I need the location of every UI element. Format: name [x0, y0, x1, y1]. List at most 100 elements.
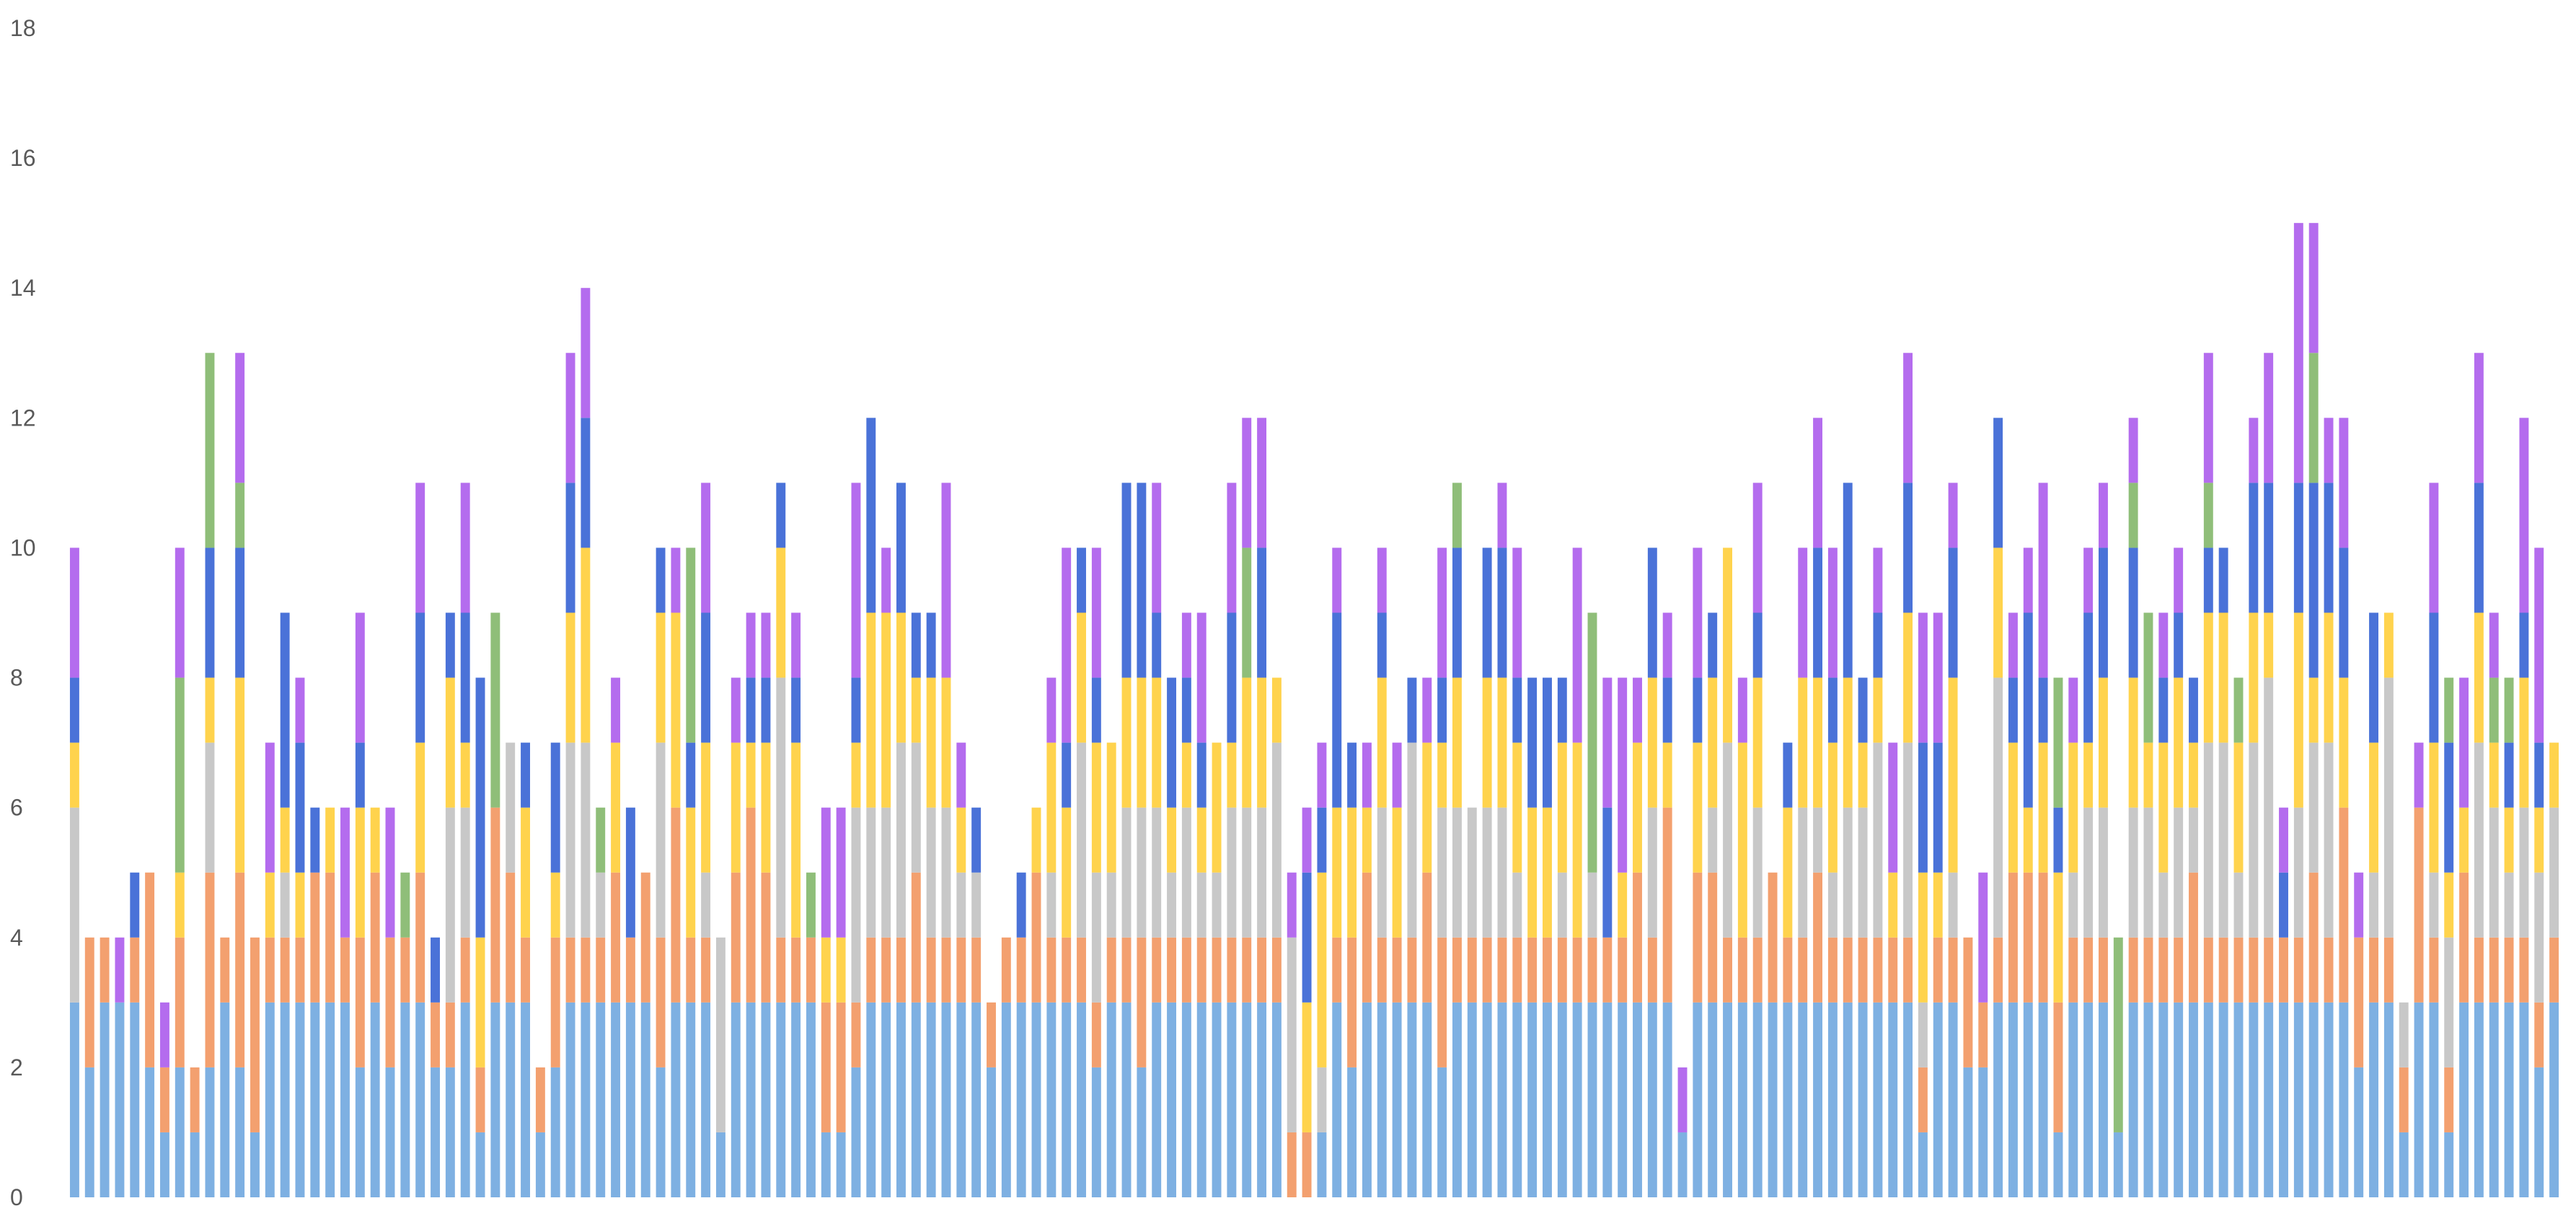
bar-segment — [1497, 937, 1507, 1003]
bar-segment — [971, 1002, 982, 1197]
bar-stack — [1437, 547, 1447, 1197]
bar-segment — [1181, 1002, 1191, 1197]
bar-stack — [881, 547, 891, 1197]
bar-segment — [2128, 483, 2138, 548]
bar-segment — [1843, 677, 1853, 808]
bar-segment — [2038, 1002, 2048, 1197]
bar-segment — [1046, 1002, 1057, 1197]
bar-segment — [370, 807, 380, 873]
bar-segment — [1948, 872, 1958, 938]
bar-segment — [1482, 807, 1492, 938]
bar-segment — [565, 353, 575, 483]
bar-segment — [295, 1002, 305, 1197]
bar-segment — [836, 937, 846, 1003]
bar-segment — [2519, 612, 2529, 678]
bar-stack — [1858, 677, 1868, 1197]
bar-segment — [1933, 872, 1943, 938]
bar-segment — [791, 612, 801, 678]
bar-segment — [1062, 937, 1072, 1003]
bar-segment — [611, 742, 621, 873]
bar-segment — [1737, 1002, 1747, 1197]
bar-stack — [235, 353, 245, 1197]
bar-segment — [2099, 483, 2108, 548]
bar-stack — [340, 807, 350, 1197]
bar-segment — [2158, 872, 2169, 938]
bar-segment — [2174, 612, 2184, 678]
bar-stack — [355, 612, 365, 1197]
bar-segment — [746, 612, 756, 678]
bar-segment — [1181, 612, 1191, 678]
bar-segment — [2174, 807, 2184, 938]
bar-segment — [2354, 1067, 2364, 1197]
bar-segment — [2233, 937, 2244, 1003]
bar-segment — [1347, 937, 1357, 1067]
bar-segment — [911, 612, 921, 678]
bar-segment — [1708, 807, 1718, 873]
bar-segment — [2293, 937, 2303, 1003]
bar-stack — [2444, 677, 2454, 1197]
bar-segment — [2399, 1132, 2409, 1197]
bar-segment — [115, 937, 125, 1003]
bar-segment — [1708, 1002, 1718, 1197]
bar-segment — [2474, 1002, 2484, 1197]
bar-segment — [2068, 677, 2078, 743]
bar-segment — [340, 937, 350, 1003]
bar-segment — [2549, 807, 2559, 938]
bar-segment — [2083, 612, 2094, 743]
bar-segment — [1752, 677, 1763, 808]
bar-segment — [821, 807, 831, 938]
y-tick-label: 2 — [10, 1055, 23, 1080]
bar-segment — [2099, 937, 2108, 1003]
bar-stack — [1647, 547, 1657, 1197]
bar-segment — [2489, 807, 2499, 938]
bar-segment — [2504, 1002, 2514, 1197]
bar-segment — [2068, 937, 2078, 1003]
bar-segment — [280, 612, 290, 808]
bar-segment — [2474, 937, 2484, 1003]
bar-segment — [220, 937, 230, 1003]
bar-segment — [1046, 937, 1057, 1003]
bar-segment — [1392, 742, 1402, 808]
bar-stack — [821, 807, 831, 1197]
bar-segment — [2293, 223, 2303, 483]
bar-segment — [1918, 872, 1928, 1003]
bar-segment — [776, 937, 786, 1003]
bar-segment — [2158, 677, 2169, 743]
bar-segment — [2293, 807, 2303, 938]
bar-segment — [2369, 742, 2378, 873]
bar-segment — [1152, 677, 1162, 808]
bar-segment — [2324, 418, 2334, 483]
bar-segment — [625, 807, 635, 938]
bar-stack — [175, 547, 185, 1197]
bar-segment — [1813, 872, 1823, 1003]
bar-segment — [310, 807, 320, 873]
bar-segment — [355, 742, 365, 808]
bar-stack — [1677, 1067, 1688, 1197]
bar-segment — [2308, 353, 2319, 483]
bar-segment — [1377, 612, 1387, 678]
bar-stack — [1723, 547, 1732, 1197]
bar-stack — [1077, 547, 1086, 1197]
bar-segment — [1031, 872, 1041, 1003]
bar-segment — [2083, 742, 2094, 808]
bar-segment — [2249, 418, 2259, 483]
bar-segment — [445, 612, 455, 678]
bar-segment — [671, 612, 681, 808]
bar-segment — [2008, 1002, 2018, 1197]
bar-segment — [84, 937, 94, 1067]
bar-segment — [1662, 742, 1672, 808]
bar-segment — [2264, 937, 2274, 1003]
bar-segment — [806, 937, 816, 1003]
bar-segment — [460, 937, 470, 1003]
bar-stack — [1227, 483, 1237, 1197]
bar-segment — [1347, 742, 1357, 808]
bar-segment — [715, 1132, 725, 1197]
bar-stack — [1497, 483, 1507, 1197]
bar-stack — [2023, 547, 2033, 1197]
bar-segment — [521, 937, 530, 1003]
bar-stack — [145, 872, 155, 1197]
bar-segment — [2203, 483, 2213, 548]
bar-segment — [1152, 612, 1162, 678]
bar-segment — [2474, 483, 2484, 613]
bar-segment — [941, 483, 951, 678]
